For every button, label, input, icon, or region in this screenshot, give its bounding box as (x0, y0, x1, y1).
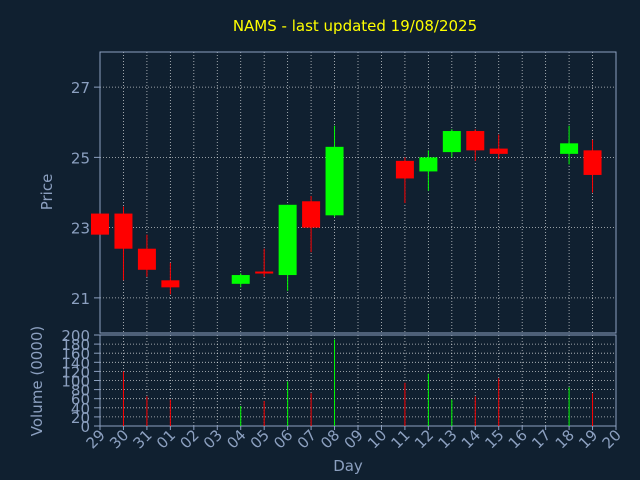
candle-body (255, 271, 274, 274)
volume-tick-label: 140 (61, 354, 90, 372)
volume-tick-label: 80 (71, 382, 90, 400)
candle-body (325, 146, 344, 216)
price-panel: 21 23 25 27 (71, 51, 617, 334)
candle-body (419, 157, 438, 172)
volume-tick-label: 200 (61, 327, 90, 345)
volume-tick-label: 180 (61, 336, 90, 354)
candle-body (560, 143, 579, 154)
volume-tick-label: 120 (61, 363, 90, 381)
price-tick-label: 27 (71, 79, 90, 97)
candle-body (395, 160, 414, 179)
candle-body (489, 148, 508, 154)
candle-body (161, 280, 180, 288)
candle-body (91, 213, 109, 235)
candle-body (114, 213, 133, 249)
price-tick-label: 23 (71, 220, 90, 238)
candle-body (231, 275, 250, 284)
candle-body (583, 150, 602, 175)
x-axis-label: Day (333, 457, 363, 475)
volume-tick-label: 0 (80, 418, 90, 436)
price-axis-label: Price (38, 174, 56, 211)
chart-title: NAMS - last updated 19/08/2025 (233, 17, 477, 35)
price-frame (99, 51, 617, 334)
candle-body (302, 201, 321, 228)
candle-body (137, 248, 156, 270)
x-axis: 2930310102030405060708091011121314151617… (83, 426, 625, 452)
candle-body (442, 131, 461, 153)
volume-tick-label: 60 (71, 391, 90, 409)
volume-tick-label: 20 (71, 409, 90, 427)
price-tick-label: 21 (71, 290, 90, 308)
volume-axis-label: Volume (0000) (28, 326, 46, 436)
candle-body (466, 131, 485, 151)
volume-tick-label: 100 (61, 373, 90, 391)
volume-tick-label: 40 (71, 400, 90, 418)
volume-tick-label: 160 (61, 345, 90, 363)
candle-body (278, 204, 297, 276)
price-tick-label: 25 (71, 149, 90, 167)
